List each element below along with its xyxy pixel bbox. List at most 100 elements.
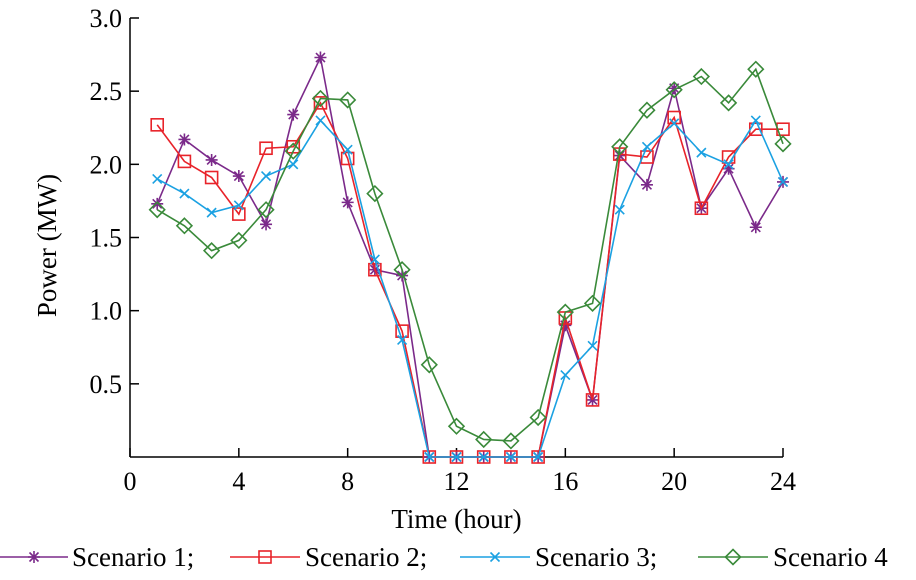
series-4-point	[665, 81, 683, 99]
series-layer	[148, 51, 792, 464]
series-1-point	[205, 153, 218, 166]
x-ticks: 0 4 8 12 16 20 24	[124, 448, 796, 496]
series-4-point	[339, 91, 357, 109]
series-3-point	[669, 118, 680, 129]
series-3-point	[533, 451, 544, 463]
series-4-point	[556, 303, 574, 321]
series-4-point	[148, 201, 166, 219]
series-4-point	[393, 261, 411, 279]
series-3-point	[451, 451, 462, 463]
legend-swatch-marker	[724, 548, 742, 566]
x-tick-label: 24	[770, 467, 796, 496]
series-3-point	[152, 173, 163, 185]
series-1-point	[341, 196, 354, 209]
legend: Scenario 1; Scenario 2; Scenario 3; Scenari…	[0, 542, 888, 572]
series-3-point	[424, 451, 435, 463]
legend-label: Scenario 4	[773, 542, 888, 572]
x-tick-label: 0	[124, 467, 137, 496]
series-3-point	[560, 369, 571, 381]
series-4-point	[475, 430, 493, 449]
legend-item-2: Scenario 2;	[230, 542, 427, 572]
series-3-point	[315, 115, 326, 126]
series-3-point	[723, 159, 734, 170]
legend-item-3: Scenario 3;	[460, 542, 657, 572]
series-2-point	[368, 262, 382, 277]
legend-label: Scenario 1;	[72, 542, 194, 572]
series-4-line	[156, 67, 784, 442]
series-4-point	[366, 184, 384, 203]
series-4-point	[257, 201, 275, 219]
series-2-point	[640, 150, 654, 164]
y-tick-label: 0.5	[90, 370, 123, 399]
series-4-point	[529, 408, 547, 427]
series-1-point	[232, 170, 245, 183]
y-axis-title: Power (MW)	[32, 174, 62, 317]
series-2-point	[313, 96, 328, 110]
series-1-point	[314, 51, 327, 64]
series-3-point	[614, 204, 625, 215]
series-1-point	[287, 108, 300, 121]
y-tick-label: 1.0	[90, 297, 123, 326]
y-ticks: 0.5 1.0 1.5 2.0 2.5 3.0	[90, 4, 139, 399]
x-tick-label: 16	[552, 467, 578, 496]
series-2	[150, 96, 790, 464]
legend-label: Scenario 2;	[305, 542, 427, 572]
series-3-line	[156, 118, 784, 458]
series-3-point	[696, 147, 707, 158]
series-4-point	[692, 67, 711, 86]
series-3-point	[260, 170, 272, 182]
series-4-point	[719, 94, 738, 112]
series-3-point	[369, 254, 380, 265]
series-2-point	[395, 324, 409, 338]
series-4-point	[420, 356, 438, 374]
series-3-point	[777, 176, 789, 187]
x-tick-label: 4	[232, 467, 245, 496]
series-1-point	[640, 178, 653, 191]
series-3-point	[179, 188, 190, 199]
series-1-point	[151, 197, 164, 210]
x-tick-label: 12	[444, 467, 470, 496]
series-4-point	[230, 231, 248, 250]
series-1-point	[749, 221, 762, 234]
x-tick-label: 20	[661, 467, 687, 496]
y-tick-label: 1.5	[90, 224, 123, 253]
series-3-point	[505, 451, 516, 463]
legend-swatch-marker	[258, 550, 272, 564]
series-2-point	[259, 141, 273, 156]
series-1-point	[668, 82, 681, 95]
series-4-point	[774, 135, 792, 153]
series-4-point	[502, 432, 520, 450]
series-2-point	[204, 170, 219, 185]
series-4-point	[284, 142, 302, 160]
series-3-point	[478, 451, 489, 463]
x-tick-label: 8	[341, 467, 354, 496]
series-3-point	[288, 159, 299, 170]
series-3-point	[641, 141, 653, 152]
legend-label: Scenario 3;	[535, 542, 657, 572]
series-2-point	[585, 393, 600, 407]
series-2-point	[150, 118, 165, 132]
series-1-point	[722, 162, 735, 175]
series-1-point	[260, 218, 273, 231]
series-4-point	[175, 217, 194, 235]
series-4-point	[747, 60, 765, 78]
legend-item-1: Scenario 1;	[0, 542, 194, 572]
y-tick-label: 3.0	[90, 4, 123, 33]
series-1-line	[156, 54, 784, 458]
series-1	[151, 51, 789, 463]
y-tick-label: 2.0	[90, 150, 123, 179]
series-3-point	[233, 200, 244, 211]
series-2-point	[694, 201, 709, 216]
series-2-point	[232, 207, 246, 221]
series-2-point	[177, 154, 192, 169]
legend-item-4: Scenario 4	[698, 542, 888, 572]
series-1-point	[559, 319, 572, 332]
series-1-point	[178, 133, 191, 146]
series-4-point	[611, 138, 629, 156]
series-3-point	[587, 340, 598, 351]
series-3-point	[750, 115, 761, 126]
series-3-point	[397, 334, 408, 345]
legend-swatch-marker	[28, 551, 40, 563]
series-4-point	[202, 242, 221, 260]
